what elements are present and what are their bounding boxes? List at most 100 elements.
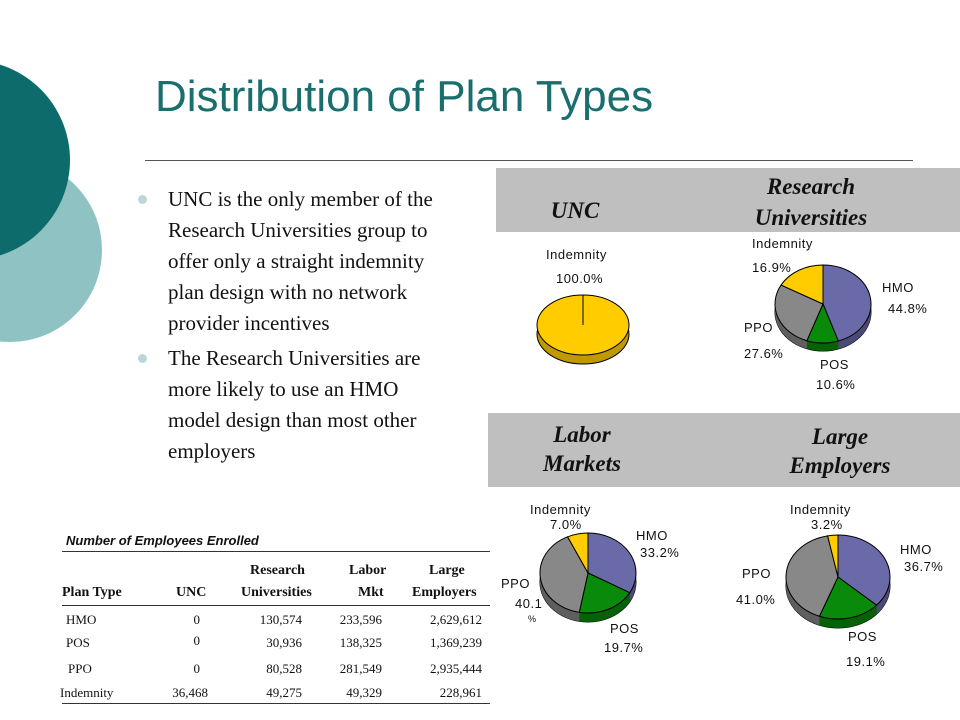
labor-hmo-pct: 33.2% [640, 545, 680, 560]
pie-chart-research [774, 264, 872, 352]
labor-indemnity-pct: 7.0% [550, 517, 582, 532]
header-labor-2: Mkt [358, 585, 384, 600]
header-labor-1: Labor [349, 563, 387, 578]
header-research-1: Research [250, 563, 305, 578]
panel-title-labor: Labor Markets [512, 420, 652, 478]
table-cell-large: 2,629,612 [430, 612, 482, 627]
labor-ppo-pct: 40.1 [515, 596, 543, 611]
panel-title-line: Large [811, 424, 869, 449]
pie-side-ppo [775, 285, 807, 349]
bullet-text: The Research Universities are more likel… [168, 346, 421, 463]
large-indemnity-pct: 3.2% [811, 517, 843, 532]
table-cell-labor: 233,596 [339, 612, 382, 627]
panel-title-large: Large Employers [760, 422, 920, 480]
table-cell-plan: POS [66, 635, 90, 650]
header-band-bottom [488, 413, 960, 487]
labor-indemnity-label: Indemnity [530, 502, 591, 517]
header-plan-type: Plan Type [62, 585, 122, 600]
bullet-item: The Research Universities are more likel… [135, 343, 455, 467]
table-cell-labor: 138,325 [339, 635, 382, 650]
table-cell-unc: 0 [193, 633, 201, 648]
table-cell-research: 80,528 [266, 661, 302, 676]
header-band-top [496, 168, 960, 232]
pie-side-pos [819, 605, 877, 628]
pie-slice-pos [578, 572, 631, 614]
table-rule-top [62, 551, 490, 552]
table-cell-unc: 0 [193, 661, 201, 676]
table-cell-plan: Indemnity [60, 685, 114, 700]
panel-title-research: Research Universities [726, 172, 896, 232]
large-ppo-label: PPO [742, 566, 771, 581]
research-ppo-label: PPO [744, 320, 773, 335]
panel-title-line: Employers [789, 453, 891, 478]
header-large-2: Employers [412, 585, 477, 600]
unc-indemnity-pct: 100.0% [556, 271, 604, 286]
pie-slice-hmo [587, 532, 637, 594]
table-cell-large: 2,935,444 [430, 661, 482, 676]
pie-slice-pos [818, 576, 878, 620]
unc-indemnity-label: Indemnity [546, 247, 607, 262]
table-cell-plan: PPO [68, 661, 92, 676]
pie-slice-indemnity [780, 264, 824, 305]
labor-pos-label: POS [610, 621, 639, 636]
pie-chart-large [785, 534, 891, 629]
header-research-2: Universities [241, 585, 312, 600]
panel-title-line: Universities [754, 205, 868, 230]
pie-slice-hmo [837, 534, 891, 606]
table-cell-unc: 36,468 [172, 685, 208, 700]
panel-title-line: Markets [543, 451, 621, 476]
table-cell-labor: 281,549 [339, 661, 382, 676]
table-cell-research: 30,936 [266, 635, 302, 650]
research-indemnity-pct: 16.9% [752, 260, 792, 275]
title-divider [145, 160, 913, 161]
research-ppo-pct: 27.6% [744, 346, 784, 361]
header-large-1: Large [429, 563, 465, 578]
table-cell-research: 130,574 [259, 612, 302, 627]
large-indemnity-label: Indemnity [790, 502, 851, 517]
pie-slice-indemnity [826, 534, 839, 578]
pie-slice-ppo [539, 536, 589, 613]
large-hmo-label: HMO [900, 542, 932, 557]
labor-ppo-label: PPO [501, 576, 530, 591]
research-pos-label: POS [820, 357, 849, 372]
labor-ppo-pct-suffix: % [528, 614, 537, 624]
pie-chart-labor [539, 532, 637, 623]
pie-chart-unc [536, 294, 630, 365]
pie-slice-hmo [822, 264, 872, 342]
panel-title-unc: UNC [550, 198, 600, 223]
large-pos-label: POS [848, 629, 877, 644]
table-rule-header [62, 605, 490, 606]
table-cell-labor: 49,329 [346, 685, 382, 700]
table-cell-large: 1,369,239 [430, 635, 482, 650]
bullet-icon [138, 354, 147, 363]
panel-title-line: Labor [553, 422, 611, 447]
labor-pos-pct: 19.7% [604, 640, 644, 655]
table-cell-unc: 0 [193, 612, 201, 627]
table-cell-research: 49,275 [266, 685, 302, 700]
table-cell-plan: HMO [66, 612, 97, 627]
bullet-text: UNC is the only member of the Research U… [168, 187, 433, 335]
large-pos-pct: 19.1% [846, 654, 886, 669]
pie-side-ppo [540, 536, 580, 622]
theme-circle-dark [0, 64, 70, 256]
pie-slice-ppo [785, 535, 839, 617]
page-title: Distribution of Plan Types [155, 72, 654, 121]
theme-decoration [0, 64, 102, 342]
labor-hmo-label: HMO [636, 528, 668, 543]
pie-slice-indemnity [566, 532, 589, 575]
research-hmo-pct: 44.8% [888, 301, 928, 316]
bullet-item: UNC is the only member of the Research U… [135, 184, 455, 339]
table-rule-bottom [62, 703, 490, 704]
large-ppo-pct: 41.0% [736, 592, 776, 607]
bullet-icon [138, 195, 147, 204]
large-hmo-pct: 36.7% [904, 559, 944, 574]
table-cell-large: 228,961 [439, 685, 482, 700]
pie-side-pos [579, 592, 630, 622]
bullet-list: UNC is the only member of the Research U… [135, 184, 455, 469]
research-indemnity-label: Indemnity [752, 236, 813, 251]
research-hmo-label: HMO [882, 280, 914, 295]
pie-side-pos [806, 340, 839, 351]
header-unc: UNC [176, 585, 207, 600]
research-pos-pct: 10.6% [816, 377, 856, 392]
